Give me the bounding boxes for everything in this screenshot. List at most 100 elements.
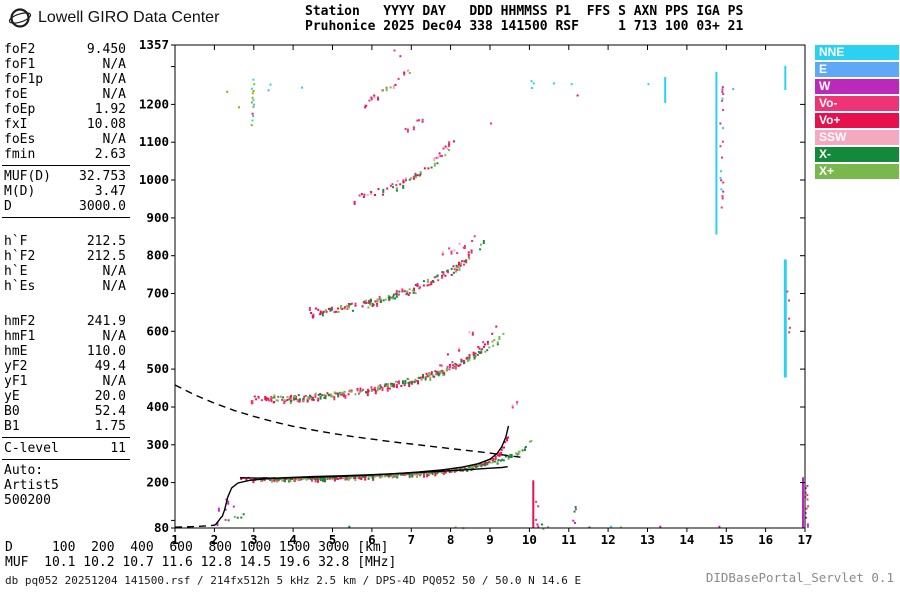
param-row-500200: 500200 [2, 493, 130, 508]
svg-text:4: 4 [289, 532, 297, 545]
lowell-giro-logo: Lowell GIRO Data Center [8, 6, 219, 30]
param-label: D [4, 199, 12, 214]
svg-text:1: 1 [171, 532, 179, 545]
param-group: C-level 11 [2, 441, 130, 456]
param-label: Artist5 [4, 478, 59, 493]
param-label: hmF1 [4, 329, 36, 344]
svg-text:17: 17 [797, 532, 812, 545]
svg-text:400: 400 [146, 399, 169, 414]
param-label: h`F [4, 234, 28, 249]
param-label: B0 [4, 404, 20, 419]
param-value: N/A [102, 87, 126, 102]
param-row-foe: foE N/A [2, 87, 130, 102]
param-value: 212.5 [86, 234, 126, 249]
svg-text:2: 2 [211, 532, 219, 545]
station-header-line1: Station YYYY DAY DDD HHMMSS P1 FFS S AXN… [305, 4, 744, 19]
param-row-ye: yE 20.0 [2, 389, 130, 404]
param-label: foF1p [4, 72, 44, 87]
legend-entry-vo: Vo- [815, 96, 899, 111]
svg-text:9: 9 [486, 532, 494, 545]
svg-text:12: 12 [601, 532, 616, 545]
param-value: 52.4 [94, 404, 126, 419]
param-row-fof1: foF1 N/A [2, 57, 130, 72]
param-row-hmf1: hmF1 N/A [2, 329, 130, 344]
param-value: N/A [102, 72, 126, 87]
panel-divider [2, 459, 130, 460]
param-row-hme: hmE 110.0 [2, 344, 130, 359]
echo-traces [216, 69, 533, 527]
param-value: 20.0 [94, 389, 126, 404]
param-label: fmin [4, 147, 36, 162]
param-value: 110.0 [86, 344, 126, 359]
param-row-clevel: C-level 11 [2, 441, 130, 456]
param-label: Auto: [4, 463, 44, 478]
ionogram-plot: 1 2 3 4 5 6 7 8 9 10 11 12 13 14 15 16 17135712001100100… [139, 37, 813, 545]
svg-text:700: 700 [146, 286, 169, 301]
panel-divider [2, 165, 130, 166]
param-row-auto: Auto: [2, 463, 130, 478]
param-row-b1: B1 1.75 [2, 419, 130, 434]
param-label: h`E [4, 264, 28, 279]
param-label: 500200 [4, 493, 51, 508]
svg-text:5: 5 [329, 532, 337, 545]
param-value: 2.63 [94, 147, 126, 162]
plot-frame: 1 2 3 4 5 6 7 8 9 10 11 12 13 14 15 16 17135712001100100… [139, 37, 813, 545]
svg-text:8: 8 [447, 532, 455, 545]
svg-text:1200: 1200 [139, 96, 169, 111]
param-label: MUF(D) [4, 169, 51, 184]
param-row-hf2: h`F2 212.5 [2, 249, 130, 264]
legend-entry-vo: Vo+ [815, 113, 899, 128]
param-value: 49.4 [94, 359, 126, 374]
param-label: hmE [4, 344, 28, 359]
station-header-line2: Pruhonice 2025 Dec04 338 141500 RSF 1 71… [305, 19, 744, 34]
param-group: hmF2 241.9 hmF1 N/A hmE 110.0 yF2 49.4 yF1 N/A yE 2… [2, 314, 130, 434]
legend-entry-x: X- [815, 147, 899, 162]
param-row-artist5: Artist5 [2, 478, 130, 493]
param-value: N/A [102, 57, 126, 72]
param-value: 241.9 [86, 314, 126, 329]
svg-text:1357: 1357 [139, 37, 169, 52]
svg-text:200: 200 [146, 475, 169, 490]
param-value: 1.75 [94, 419, 126, 434]
param-value: 1.92 [94, 102, 126, 117]
svg-text:11: 11 [561, 532, 576, 545]
svg-text:1000: 1000 [139, 172, 169, 187]
param-label: h`F2 [4, 249, 36, 264]
legend-entry-w: W [815, 79, 899, 94]
param-label: hmF2 [4, 314, 36, 329]
param-value: N/A [102, 374, 126, 389]
speckles [226, 49, 735, 530]
svg-text:500: 500 [146, 361, 169, 376]
logo-text: Lowell GIRO Data Center [38, 9, 220, 26]
param-label: yF2 [4, 359, 28, 374]
param-row-fof1p: foF1p N/A [2, 72, 130, 87]
svg-text:14: 14 [679, 532, 694, 545]
param-label: fxI [4, 117, 28, 132]
servlet-version-label: DIDBasePortal_Servlet 0.1 [705, 570, 894, 585]
param-label: M(D) [4, 184, 36, 199]
svg-text:6: 6 [368, 532, 376, 545]
param-label: C-level [4, 441, 59, 456]
param-row-fmin: fmin 2.63 [2, 147, 130, 162]
rfi-columns [250, 65, 810, 530]
param-row-yf1: yF1 N/A [2, 374, 130, 389]
svg-text:900: 900 [146, 210, 169, 225]
param-row-b0: B0 52.4 [2, 404, 130, 419]
legend-entry-ssw: SSW [815, 130, 899, 145]
svg-text:10: 10 [522, 532, 537, 545]
muf-table-distances: D 100 200 400 600 800 1000 1500 3000 [km… [5, 540, 389, 555]
param-label: yF1 [4, 374, 28, 389]
svg-text:16: 16 [758, 532, 773, 545]
param-row-hmf2: hmF2 241.9 [2, 314, 130, 329]
param-value: 11 [110, 441, 126, 456]
param-value: N/A [102, 329, 126, 344]
panel-divider [2, 437, 130, 438]
param-row-yf2: yF2 49.4 [2, 359, 130, 374]
svg-text:800: 800 [146, 248, 169, 263]
measurement-info-line: db pq052 20251204 141500.rsf / 214fx512h… [5, 574, 582, 587]
legend-entry-nne: NNE [815, 45, 899, 60]
param-value: 3000.0 [79, 199, 126, 214]
param-row-md: M(D) 3.47 [2, 184, 130, 199]
panel-divider [2, 217, 130, 218]
